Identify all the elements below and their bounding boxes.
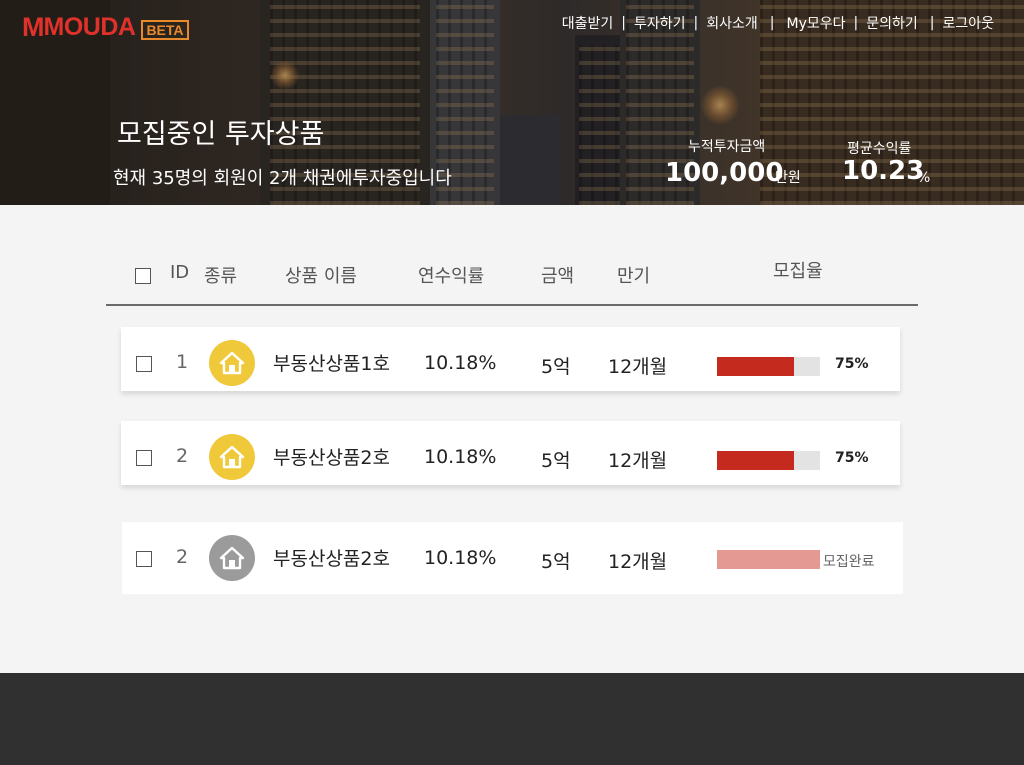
table-row[interactable]: 1 부동산상품1호 10.18% 5억 12개월 75% <box>121 327 900 391</box>
footer <box>0 673 1024 765</box>
row-id: 1 <box>176 351 189 373</box>
nav-separator: | <box>929 15 935 31</box>
row-term: 12개월 <box>608 356 668 378</box>
total-investment-unit: 만원 <box>775 170 801 186</box>
total-investment-value: 100,000 <box>665 158 784 188</box>
house-icon <box>209 434 255 480</box>
page-title: 모집중인 투자상품 <box>117 119 325 150</box>
row-product-name[interactable]: 부동산상품1호 <box>273 353 390 375</box>
row-rate: 10.18% <box>424 352 497 374</box>
hero-banner: M MOUDA BETA 대출받기 | 투자하기 | 회사소개 | My모우다 … <box>0 0 1024 205</box>
row-term: 12개월 <box>608 450 668 472</box>
row-id: 2 <box>176 445 189 467</box>
progress-percent: 75% <box>835 450 869 466</box>
row-id: 2 <box>176 546 189 568</box>
nav-company[interactable]: 회사소개 <box>706 16 758 32</box>
header-term: 만기 <box>617 266 651 287</box>
header-id: ID <box>170 262 190 283</box>
beta-badge: BETA <box>141 20 189 40</box>
progress-bar-complete <box>717 550 820 569</box>
header-amount: 금액 <box>541 266 575 287</box>
nav-separator: | <box>621 15 626 31</box>
avg-return-value: 10.23 <box>842 156 925 186</box>
house-icon <box>209 535 255 581</box>
nav-separator: | <box>693 15 699 31</box>
logo[interactable]: M MOUDA BETA <box>22 12 189 42</box>
row-amount: 5억 <box>541 450 571 472</box>
total-investment-label: 누적투자금액 <box>688 139 766 155</box>
row-product-name[interactable]: 부동산상품2호 <box>273 548 390 570</box>
row-rate: 10.18% <box>424 547 497 569</box>
avg-return-unit: % <box>917 170 931 186</box>
progress-percent: 75% <box>835 356 869 372</box>
row-checkbox[interactable] <box>136 551 152 567</box>
nav-contact[interactable]: 문의하기 <box>866 16 918 32</box>
logo-text: MOUDA <box>43 13 136 41</box>
row-amount: 5억 <box>541 356 571 378</box>
nav-loan[interactable]: 대출받기 <box>561 16 614 32</box>
nav-separator: | <box>769 15 775 31</box>
row-checkbox[interactable] <box>136 356 152 372</box>
house-icon <box>209 340 255 386</box>
progress-bar <box>717 451 820 470</box>
progress-fill <box>717 451 795 470</box>
row-checkbox[interactable] <box>136 450 152 466</box>
header-rate: 연수익률 <box>418 266 485 287</box>
header-progress: 모집율 <box>773 261 823 282</box>
logo-mark: M <box>22 12 44 42</box>
progress-fill <box>717 357 795 376</box>
select-all-checkbox[interactable] <box>135 268 151 284</box>
progress-bar <box>717 357 820 376</box>
nav-separator: | <box>853 15 859 31</box>
table-row[interactable]: 2 부동산상품2호 10.18% 5억 12개월 75% <box>121 421 900 485</box>
row-product-name[interactable]: 부동산상품2호 <box>273 447 390 469</box>
table-row[interactable]: 2 부동산상품2호 10.18% 5억 12개월 모집완료 <box>122 522 903 594</box>
nav-mypage[interactable]: My모우다 <box>786 16 846 32</box>
row-rate: 10.18% <box>424 446 497 468</box>
header-name: 상품 이름 <box>285 266 357 287</box>
avg-return-label: 평균수익률 <box>847 141 912 157</box>
top-nav: 대출받기 | 투자하기 | 회사소개 | My모우다 | 문의하기 | 로그아웃 <box>562 13 994 33</box>
progress-status: 모집완료 <box>823 554 875 570</box>
table-header: ID 종류 상품 이름 연수익률 금액 만기 모집율 <box>106 250 918 306</box>
nav-logout[interactable]: 로그아웃 <box>942 16 994 32</box>
nav-invest[interactable]: 투자하기 <box>633 16 686 32</box>
row-amount: 5억 <box>541 551 571 573</box>
row-term: 12개월 <box>608 551 668 573</box>
page-subtitle: 현재 35명의 회원이 2개 채권에투자중입니다 <box>113 168 452 189</box>
header-type: 종류 <box>204 266 238 287</box>
